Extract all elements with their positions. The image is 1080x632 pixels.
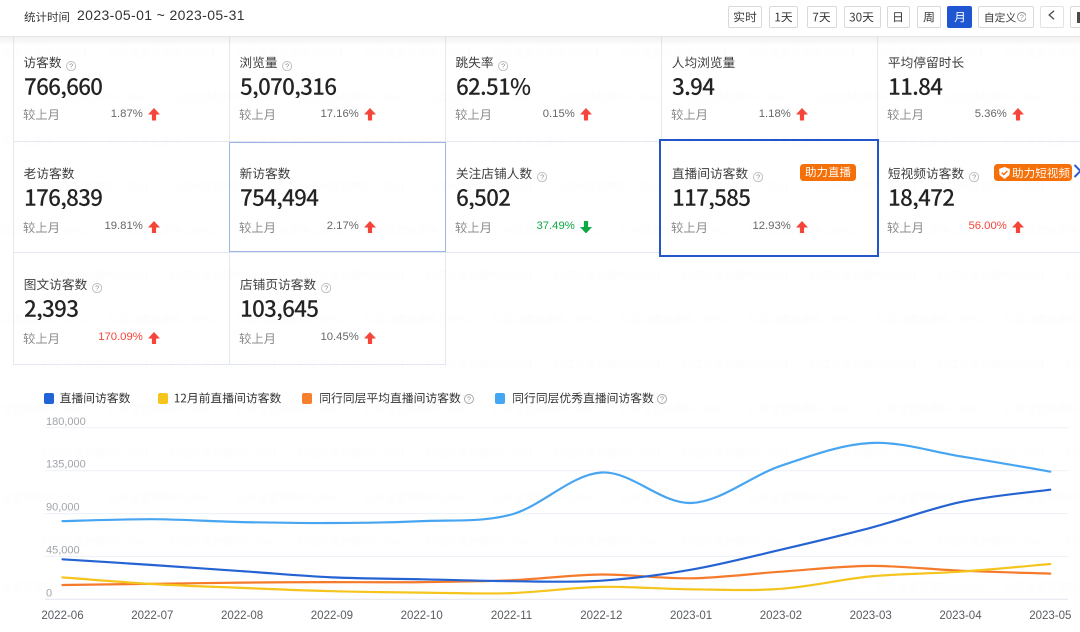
svg-text:2022-10: 2022-10 xyxy=(401,610,443,622)
svg-text:0: 0 xyxy=(46,587,52,599)
svg-text:?: ? xyxy=(69,61,73,70)
svg-text:2022-08: 2022-08 xyxy=(221,610,263,622)
svg-text:2023-03: 2023-03 xyxy=(850,610,892,622)
svg-text:2023-04: 2023-04 xyxy=(939,610,982,622)
svg-text:?: ? xyxy=(540,172,544,181)
svg-text:?: ? xyxy=(660,395,664,404)
svg-text:?: ? xyxy=(972,172,976,181)
svg-text:?: ? xyxy=(756,172,760,181)
svg-text:?: ? xyxy=(95,283,99,292)
svg-text:2023-01: 2023-01 xyxy=(670,610,712,622)
svg-text:?: ? xyxy=(467,395,471,404)
svg-text:2022-09: 2022-09 xyxy=(311,610,353,622)
svg-text:45,000: 45,000 xyxy=(46,544,80,556)
svg-text:135,000: 135,000 xyxy=(46,459,86,471)
svg-text:2022-12: 2022-12 xyxy=(580,610,622,622)
svg-text:2022-07: 2022-07 xyxy=(131,610,173,622)
svg-text:90,000: 90,000 xyxy=(46,502,80,514)
svg-text:2023-02: 2023-02 xyxy=(760,610,802,622)
svg-text:180,000: 180,000 xyxy=(46,416,86,428)
svg-text:?: ? xyxy=(285,61,289,70)
svg-text:?: ? xyxy=(324,283,328,292)
svg-text:2022-11: 2022-11 xyxy=(491,610,532,622)
svg-text:?: ? xyxy=(1020,14,1024,22)
svg-text:2023-05: 2023-05 xyxy=(1029,610,1071,622)
svg-text:?: ? xyxy=(501,61,505,70)
svg-text:2022-06: 2022-06 xyxy=(41,610,83,622)
